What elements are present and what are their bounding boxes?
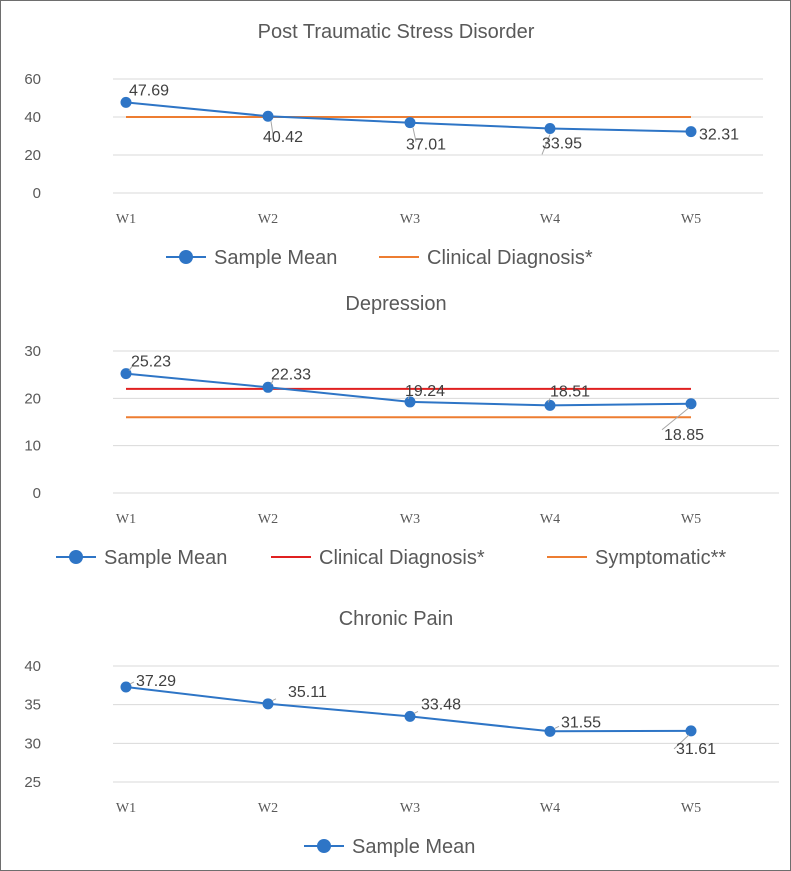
data-point [685, 126, 697, 138]
series-line-sample-mean [125, 686, 692, 733]
legend-marker [317, 839, 331, 853]
data-point [404, 710, 416, 722]
data-label-leader [673, 734, 690, 750]
data-label: 35.11 [288, 684, 327, 701]
x-tick-label: W3 [400, 801, 420, 816]
data-label-leader [413, 710, 419, 714]
data-label-leader [270, 121, 275, 142]
y-tick-label: 40 [24, 658, 41, 675]
data-label-leader [129, 681, 135, 685]
data-label-leader [270, 380, 274, 385]
legend-label: Sample Mean [104, 547, 227, 569]
x-tick-label: W1 [116, 801, 136, 816]
data-label-leader [271, 698, 277, 702]
x-tick-label: W4 [540, 512, 560, 527]
legend-label: Clinical Diagnosis* [427, 247, 593, 269]
y-tick-label: 20 [24, 147, 41, 164]
x-tick-label: W3 [400, 512, 420, 527]
y-tick-label: 20 [24, 390, 41, 407]
x-tick-label: W3 [400, 212, 420, 227]
chart-1: Post Traumatic Stress Disorder 0 20 40 60 W1 W… [24, 21, 763, 269]
data-label-leader [661, 407, 690, 431]
data-label: 18.51 [550, 383, 590, 400]
data-point [120, 681, 132, 693]
x-tick-label: W1 [116, 512, 136, 527]
y-tick-label: 60 [24, 71, 41, 88]
data-label: 33.48 [421, 696, 461, 713]
data-label: 22.33 [271, 366, 311, 383]
data-label: 19.24 [405, 383, 445, 400]
y-tick-label: 0 [33, 185, 41, 202]
data-point [262, 110, 274, 122]
chart-title: Depression [345, 293, 446, 315]
data-point [544, 122, 556, 134]
chart-3: Chronic Pain 25 30 35 40 W1 W2 W3 W4 W5 37.29 35.11… [24, 608, 779, 858]
data-point [262, 698, 274, 710]
data-label: 25.23 [131, 354, 171, 371]
x-tick-label: W2 [258, 212, 278, 227]
data-point [544, 399, 556, 411]
legend-marker [69, 550, 83, 564]
data-point [120, 96, 132, 108]
chart-title: Post Traumatic Stress Disorder [258, 21, 535, 43]
legend-label: Symptomatic** [595, 547, 726, 569]
data-label: 31.55 [561, 714, 601, 731]
data-point [685, 398, 697, 410]
data-label-leader [554, 725, 560, 729]
data-label: 40.42 [263, 129, 303, 146]
data-label: 37.01 [406, 137, 446, 154]
data-label: 47.69 [129, 82, 169, 99]
x-tick-label: W2 [258, 512, 278, 527]
x-tick-label: W5 [681, 801, 701, 816]
y-tick-label: 0 [33, 485, 41, 502]
data-point [404, 117, 416, 129]
y-tick-label: 40 [24, 109, 41, 126]
chart-2: Depression 0 10 20 30 W1 W2 W3 W4 W5 25.23 22.33 19.… [24, 293, 779, 569]
data-point [685, 725, 697, 737]
data-label-leader [128, 366, 133, 371]
y-tick-label: 25 [24, 774, 41, 791]
y-tick-label: 30 [24, 343, 41, 360]
legend-label: Sample Mean [352, 836, 475, 858]
data-point [262, 381, 274, 393]
x-tick-label: W4 [540, 801, 560, 816]
legend-label: Sample Mean [214, 247, 337, 269]
data-point [544, 725, 556, 737]
x-tick-label: W4 [540, 212, 560, 227]
x-tick-label: W1 [116, 212, 136, 227]
data-label: 32.31 [699, 127, 739, 144]
data-label-leader [541, 134, 551, 155]
x-tick-label: W5 [681, 512, 701, 527]
x-tick-label: W2 [258, 801, 278, 816]
data-label: 33.95 [542, 135, 582, 152]
data-label: 18.85 [664, 427, 704, 444]
legend-marker [179, 250, 193, 264]
data-label-leader [547, 398, 551, 403]
data-point [404, 396, 416, 408]
data-point [120, 368, 132, 380]
legend-label: Clinical Diagnosis* [319, 547, 485, 569]
y-tick-label: 10 [24, 438, 41, 455]
data-label-leader [407, 394, 411, 400]
data-label-leader [412, 127, 417, 142]
data-label: 31.61 [676, 741, 716, 758]
y-tick-label: 35 [24, 697, 41, 714]
y-tick-label: 30 [24, 735, 41, 752]
chart-title: Chronic Pain [339, 608, 454, 630]
x-tick-label: W5 [681, 212, 701, 227]
data-label: 37.29 [136, 673, 176, 690]
